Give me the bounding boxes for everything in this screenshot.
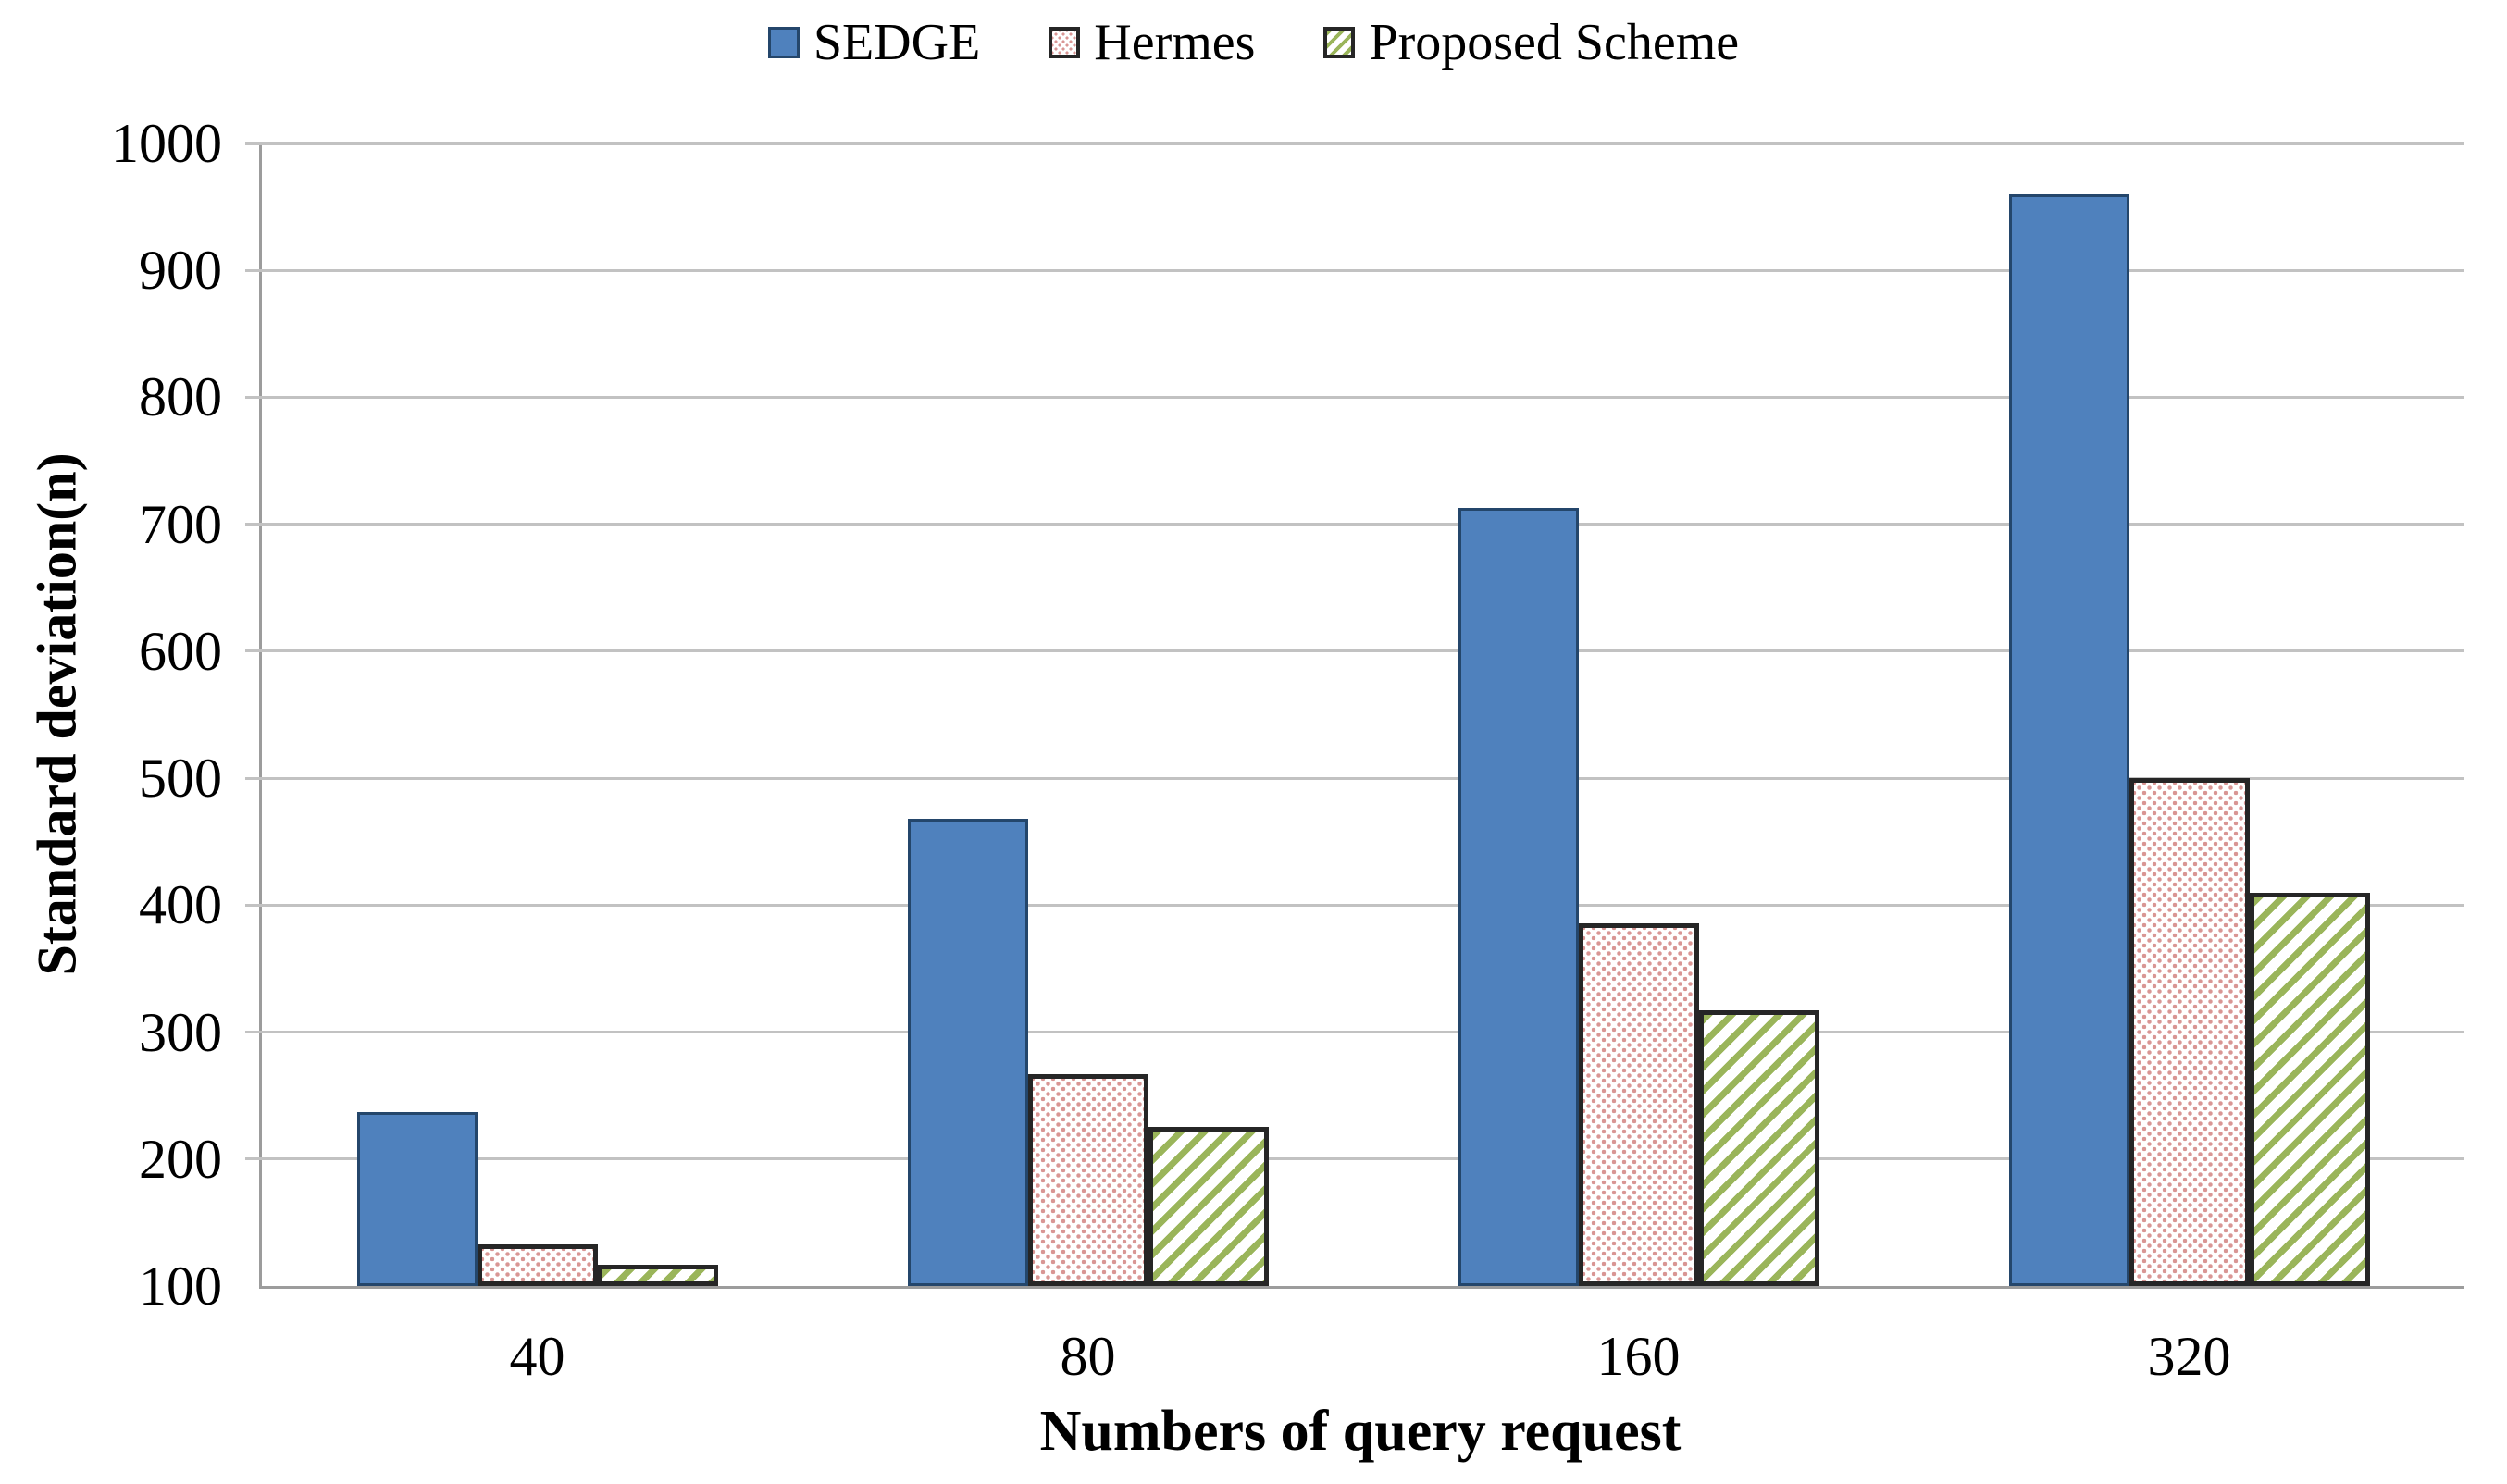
y-tick-label: 800	[139, 366, 222, 428]
legend-item-hermes: Hermes	[1049, 13, 1255, 72]
bar-proposed-160	[1698, 1010, 1819, 1286]
x-tick-label: 320	[2147, 1326, 2231, 1387]
gridline-900	[245, 268, 2464, 272]
y-tick-label: 200	[139, 1128, 222, 1190]
y-tick-label: 400	[139, 874, 222, 936]
legend-label-hermes: Hermes	[1094, 14, 1256, 71]
gridline-200	[245, 1157, 2464, 1161]
gridline-600	[245, 649, 2464, 653]
bar-proposed-40	[597, 1264, 718, 1286]
bar-sedge-160	[1458, 507, 1579, 1286]
bar-sedge-320	[2008, 193, 2129, 1286]
y-tick-label: 500	[139, 748, 222, 810]
y-tick-label: 300	[139, 1001, 222, 1063]
legend-label-proposed: Proposed Scheme	[1369, 14, 1740, 71]
bar-hermes-160	[1578, 922, 1699, 1286]
y-tick-label: 1000	[111, 113, 222, 174]
y-tick-label: 600	[139, 620, 222, 682]
gridline-300	[245, 1031, 2464, 1034]
y-tick-label: 900	[139, 240, 222, 302]
gridline-700	[245, 523, 2464, 526]
legend-swatch-hermes-icon	[1049, 27, 1081, 58]
gridline-800	[245, 395, 2464, 399]
bar-hermes-80	[1027, 1073, 1148, 1286]
gridline-1000	[245, 142, 2464, 145]
bar-sedge-40	[356, 1112, 478, 1286]
bar-hermes-40	[477, 1243, 598, 1286]
bar-proposed-320	[2249, 892, 2370, 1286]
gridline-500	[245, 776, 2464, 780]
x-tick-label: 40	[509, 1326, 565, 1387]
legend-label-sedge: SEDGE	[813, 14, 981, 71]
x-tick-label: 80	[1060, 1326, 1116, 1387]
legend-swatch-sedge-icon	[767, 27, 800, 58]
legend-swatch-proposed-icon	[1323, 27, 1356, 58]
legend-item-sedge: SEDGE	[767, 13, 981, 72]
x-axis-title: Numbers of query request	[1039, 1400, 1682, 1463]
plot-area: 100 200 300 400 500 600 700 800 900 1000 40 80 160 32…	[111, 113, 2464, 1387]
x-tick-label: 160	[1596, 1326, 1681, 1387]
bar-hermes-320	[2128, 778, 2250, 1286]
legend-item-proposed: Proposed Scheme	[1323, 13, 1739, 72]
legend: SEDGE Hermes Proposed Scheme	[0, 13, 2507, 72]
y-tick-label: 700	[139, 493, 222, 555]
bar-proposed-80	[1148, 1127, 1269, 1286]
gridline-400	[245, 903, 2464, 907]
bar-sedge-80	[907, 819, 1028, 1286]
y-tick-label: 100	[139, 1255, 222, 1317]
